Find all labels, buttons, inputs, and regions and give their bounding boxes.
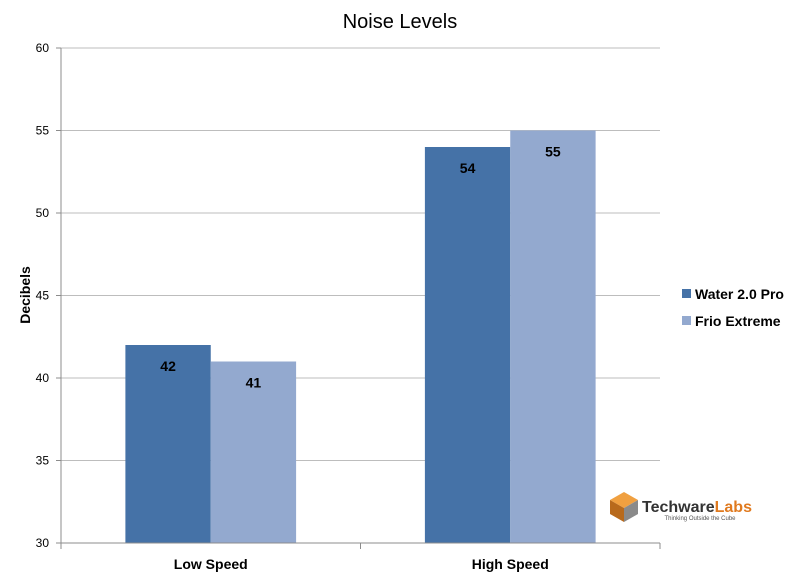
- chart-title: Noise Levels: [343, 11, 458, 33]
- data-label: 41: [246, 375, 262, 391]
- data-label: 54: [460, 160, 476, 176]
- logo-tagline: Thinking Outside the Cube: [664, 516, 736, 522]
- legend-label: Water 2.0 Pro: [695, 286, 784, 302]
- legend: Water 2.0 Pro Frio Extreme: [682, 286, 784, 329]
- logo-wordmark: TechwareLabs: [642, 499, 752, 516]
- y-tick-label: 55: [36, 124, 50, 138]
- y-tick-label: 50: [36, 206, 50, 220]
- legend-swatch: [682, 289, 691, 298]
- y-tick-label: 60: [36, 41, 50, 55]
- y-tick-label: 40: [36, 371, 50, 385]
- bars: 42 41 54 55: [125, 130, 596, 543]
- y-tick-label: 30: [36, 536, 50, 550]
- bar-frio-extreme-low-speed: [210, 361, 297, 543]
- data-label: 55: [545, 144, 561, 160]
- logo-main-text: Techware: [642, 499, 715, 516]
- y-axis-label: Decibels: [17, 266, 33, 324]
- x-tick-label: Low Speed: [174, 556, 248, 572]
- logo-accent-text: Labs: [715, 499, 752, 516]
- techwarelabs-logo: TechwareLabs Thinking Outside the Cube: [610, 492, 752, 522]
- legend-swatch: [682, 316, 691, 325]
- data-label: 42: [160, 358, 176, 374]
- bar-frio-extreme-high-speed: [510, 130, 596, 543]
- legend-label: Frio Extreme: [695, 313, 781, 329]
- bar-water-2-0-pro-low-speed: [125, 345, 211, 543]
- y-tick-label: 35: [36, 454, 50, 468]
- y-tick-label: 45: [36, 289, 50, 303]
- x-tick-label: High Speed: [472, 556, 549, 572]
- bar-water-2-0-pro-high-speed: [424, 147, 511, 543]
- cube-icon: [610, 492, 638, 522]
- axes: 30 35 40 45 50 55 60 Low Speed High Speed: [36, 41, 661, 572]
